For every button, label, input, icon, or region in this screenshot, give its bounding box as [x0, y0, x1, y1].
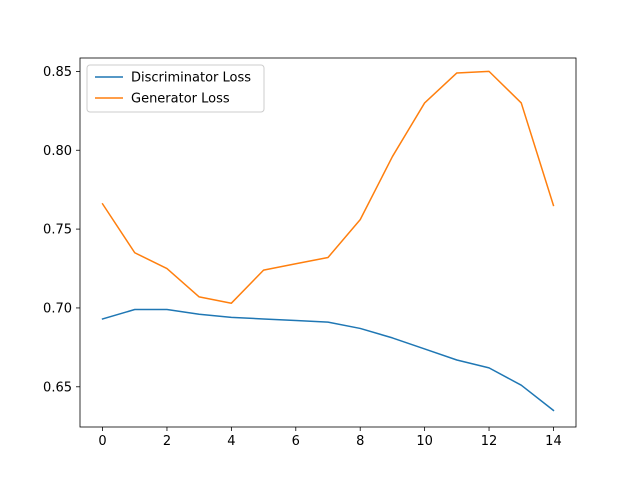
legend-label-discriminator-loss: Discriminator Loss: [131, 71, 251, 86]
axes-frame: [79, 57, 577, 428]
plot-area: [80, 58, 576, 427]
x-tick-label: 14: [545, 434, 562, 449]
series-layer: [101, 70, 555, 412]
legend-box: [86, 64, 265, 113]
plot-background: [80, 58, 576, 427]
x-tick-label: 2: [163, 434, 171, 449]
y-axis: 0.65 0.70 0.75 0.80 0.85: [43, 65, 80, 395]
x-axis: 0 2 4 6 8 10 12 14: [98, 427, 562, 449]
y-tick-label: 0.70: [43, 301, 72, 316]
x-tick-label: 12: [481, 434, 498, 449]
y-tick-label: 0.65: [43, 380, 72, 395]
series-line-discriminator-loss: [101, 308, 555, 412]
x-tick-label: 8: [356, 434, 364, 449]
legend-label-generator-loss: Generator Loss: [131, 92, 230, 107]
series-line-generator-loss: [101, 70, 555, 304]
x-tick-label: 0: [98, 434, 106, 449]
x-tick-label: 4: [227, 434, 235, 449]
y-tick-label: 0.85: [43, 65, 72, 80]
y-tick-label: 0.80: [43, 144, 72, 159]
x-tick-label: 6: [292, 434, 300, 449]
x-tick-label: 10: [416, 434, 433, 449]
y-tick-label: 0.75: [43, 223, 72, 238]
legend: Discriminator Loss Generator Loss: [86, 64, 265, 113]
